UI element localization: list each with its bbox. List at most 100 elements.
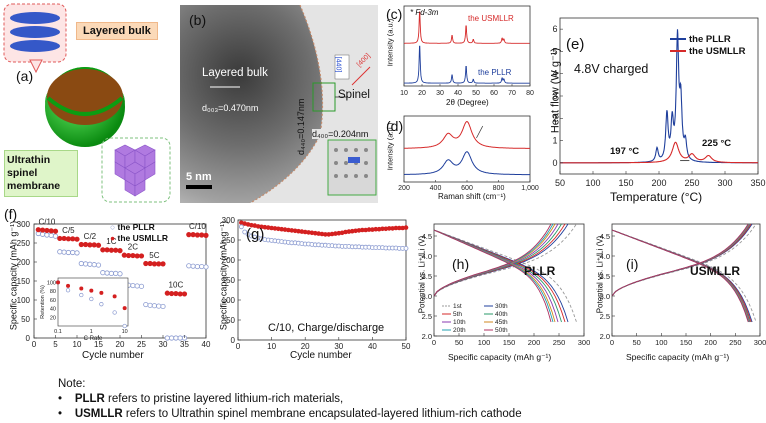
rate-point-usmllr (177, 291, 183, 297)
dsc-ylabel: Heat flow (W g⁻¹) (549, 47, 562, 134)
rate-ytick-label: 150 (17, 277, 31, 286)
raman-xtick-label: 200 (398, 185, 410, 192)
cycling-point-usmllr (366, 227, 372, 232)
inset-point-pllr (99, 302, 104, 307)
xrd-spacegroup: * Fd-3m (410, 8, 439, 17)
cycling-point-usmllr (286, 227, 291, 233)
usmllr-ytick-label: 2.5 (600, 312, 610, 321)
cycling-ytick-label: 200 (222, 256, 236, 265)
rate-xtick-label: 5 (53, 340, 58, 349)
rate-legend-usmllr: ● the USMLLR (110, 233, 169, 243)
usmllr-xtick-label: 0 (610, 338, 614, 347)
dsc-note: 4.8V charged (574, 62, 649, 76)
rate-point-usmllr (100, 247, 106, 253)
layered-sheets-icon (10, 12, 60, 52)
raman-xlabel: Raman shift (cm⁻¹) (438, 192, 506, 201)
cycling-point-pllr (238, 224, 244, 230)
dsc-xtick-label: 250 (684, 178, 699, 188)
rate-point-usmllr (173, 290, 179, 297)
inset-point-pllr (89, 296, 94, 302)
pllr-xlabel: Specific capacity (mAh g⁻¹) (448, 352, 552, 362)
usmllr-discharge-50th (611, 229, 749, 323)
inset-point-usmllr (112, 294, 117, 299)
rate-point-pllr (39, 231, 46, 237)
raman-line-pllr (404, 151, 530, 176)
pllr-legend-label: 30th (495, 303, 508, 310)
usmllr-ytick-label: 4.5 (600, 232, 610, 241)
xrd-chart: 10 20 30 40 50 60 70 80 (400, 5, 534, 97)
inset-ylabel: Retention (%) (40, 285, 46, 319)
dsc-legend-pllr: the PLLR (670, 34, 745, 46)
rate-ytick-label: 250 (17, 239, 31, 248)
panel-b-label: (b) (189, 12, 207, 28)
rate-label: C/5 (62, 226, 75, 235)
xrd-ylabel: Intensity (a.u.) (385, 18, 395, 67)
rate-point-usmllr (61, 235, 67, 242)
dsc-xlabel: Temperature (°C) (610, 190, 703, 204)
layered-bulk-label: Layered bulk (202, 67, 268, 79)
rate-label: 10C (169, 281, 184, 290)
cycling-ytick-label: 100 (222, 296, 236, 305)
layered-bulk-tag: Layered bulk (76, 22, 158, 40)
cycling-note: C/10, Charge/discharge (268, 322, 385, 334)
inset-point-usmllr (66, 283, 71, 288)
pllr-ytick-label: 2.0 (422, 332, 432, 341)
rate-point-pllr (44, 232, 50, 238)
spinel-label: Spinel (338, 89, 370, 101)
pllr-charge-1st (433, 223, 577, 297)
cycling-ytick-label: 300 (222, 216, 236, 225)
pllr-ylabel: Potential vs. Li⁺/Li (V) (417, 235, 427, 314)
fft-440-label: [440] (334, 56, 342, 73)
cycling-point-usmllr (356, 228, 362, 233)
rate-label: C/2 (84, 232, 97, 241)
panel-c-label: (c) (386, 6, 403, 22)
notes-title: Note: (58, 378, 86, 390)
rate-point-usmllr (91, 242, 97, 248)
cycling-ylabel: Specific capacity (mAh g⁻¹) (218, 220, 229, 331)
rate-point-usmllr (156, 261, 162, 267)
cycling-ytick-label: 250 (222, 236, 236, 245)
cycling-point-usmllr (323, 232, 328, 237)
cycling-chart: 0 10 20 30 40 50 0 50 100 150 200 250 300 (222, 216, 411, 351)
raman-ylabel: Intensity (a.u.) (385, 122, 395, 171)
rate-point-pllr (194, 263, 200, 270)
usmllr-xtick-label: 150 (680, 338, 693, 347)
cycling-point-usmllr (393, 225, 399, 231)
dsc-xtick-label: 150 (618, 178, 633, 188)
dsc-xtick-label: 50 (555, 178, 565, 188)
xrd-series1-label: the USMLLR (468, 14, 514, 23)
rate-point-usmllr (87, 242, 93, 248)
xrd-xtick-label: 70 (508, 90, 516, 97)
cycling-point-usmllr (386, 226, 392, 231)
pllr-legend-label: 50th (495, 327, 508, 334)
panel-e: 50 100 150 200 250 300 350 0 1 2 3 4 5 6 (e) the PLLR… (540, 0, 766, 205)
dsc-line-usmllr (560, 141, 758, 164)
rate-xtick-label: 35 (180, 340, 189, 349)
dsc-xtick-label: 200 (651, 178, 666, 188)
rate-point-pllr (52, 233, 59, 239)
rate-point-pllr (169, 335, 175, 341)
cycling-point-usmllr (269, 225, 274, 231)
xrd-xtick-label: 20 (418, 90, 426, 97)
cycling-xtick-label: 40 (368, 342, 377, 351)
rate-label: 2C (128, 243, 138, 252)
raman-xtick-label: 1,000 (521, 185, 539, 192)
rate-point-pllr (61, 249, 67, 255)
pllr-xtick-label: 250 (553, 338, 566, 347)
spinel-membrane-tag: Ultrathin spinel membrane (4, 150, 78, 197)
rate-xlabel: Cycle number (82, 350, 144, 361)
dsc-ytick-label: 3 (552, 91, 557, 101)
usmllr-xtick-label: 300 (754, 338, 766, 347)
tem-image (180, 5, 378, 203)
inset-xtick-label: 0.1 (54, 329, 62, 335)
rate-point-pllr (87, 261, 93, 267)
pllr-xtick-label: 200 (528, 338, 541, 347)
inset-point-usmllr (99, 290, 104, 295)
xrd-frame (403, 5, 531, 87)
inset-ytick-label: 40 (50, 307, 56, 313)
rate-point-usmllr (35, 227, 41, 233)
rate-point-pllr (186, 263, 192, 269)
panel-b: (b) Layered bulk d₀₀₃=0.470nm Spinel [44… (180, 5, 378, 203)
pllr-ytick-label: 4.5 (422, 232, 432, 241)
cycling-point-usmllr (353, 228, 358, 234)
